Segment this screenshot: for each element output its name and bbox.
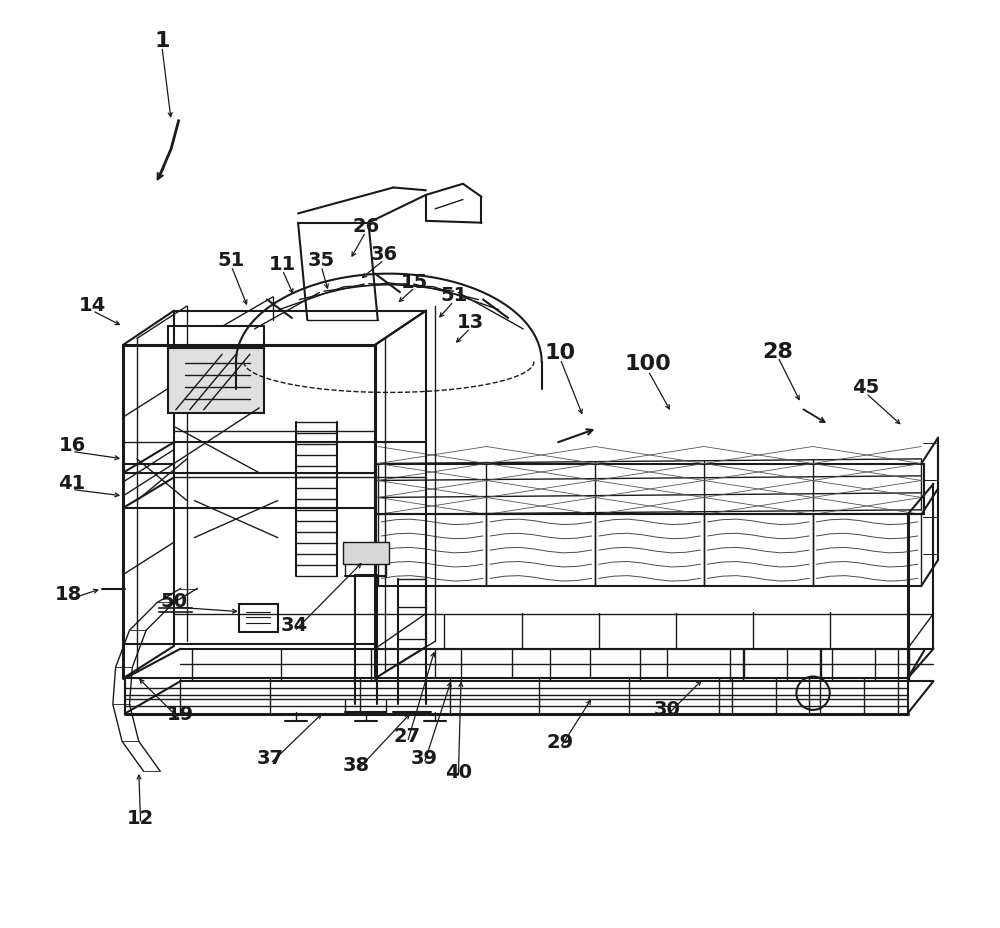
Text: 26: 26: [352, 217, 379, 236]
Text: 39: 39: [411, 748, 438, 767]
Text: 34: 34: [281, 615, 308, 635]
Text: 19: 19: [167, 704, 194, 723]
Text: 28: 28: [762, 342, 793, 361]
Text: 51: 51: [218, 251, 245, 270]
Text: 27: 27: [394, 727, 421, 745]
Text: 1: 1: [154, 32, 170, 51]
Text: 45: 45: [852, 378, 879, 396]
Text: 50: 50: [160, 591, 187, 611]
Text: 13: 13: [457, 313, 484, 332]
Text: 38: 38: [343, 755, 370, 774]
Text: 12: 12: [127, 808, 154, 827]
Text: 40: 40: [445, 762, 472, 780]
Text: 36: 36: [371, 244, 398, 264]
Text: 10: 10: [545, 343, 576, 363]
Text: 15: 15: [401, 272, 428, 291]
Text: 35: 35: [308, 251, 335, 270]
Text: 18: 18: [55, 584, 82, 603]
Polygon shape: [168, 348, 264, 413]
Text: 41: 41: [58, 474, 86, 493]
Text: 29: 29: [547, 732, 574, 751]
Text: 16: 16: [58, 436, 86, 455]
Text: 37: 37: [257, 748, 284, 767]
Text: 100: 100: [625, 354, 672, 374]
Text: 30: 30: [653, 700, 680, 718]
Text: 14: 14: [79, 295, 106, 315]
Text: 51: 51: [440, 286, 467, 305]
Text: 11: 11: [269, 254, 296, 274]
Polygon shape: [343, 543, 389, 564]
